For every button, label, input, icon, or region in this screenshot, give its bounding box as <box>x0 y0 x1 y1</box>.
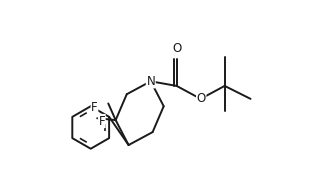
Text: O: O <box>196 92 206 105</box>
Text: F: F <box>91 101 98 114</box>
Text: F: F <box>99 114 105 127</box>
Text: O: O <box>172 42 181 55</box>
Text: N: N <box>146 75 155 88</box>
